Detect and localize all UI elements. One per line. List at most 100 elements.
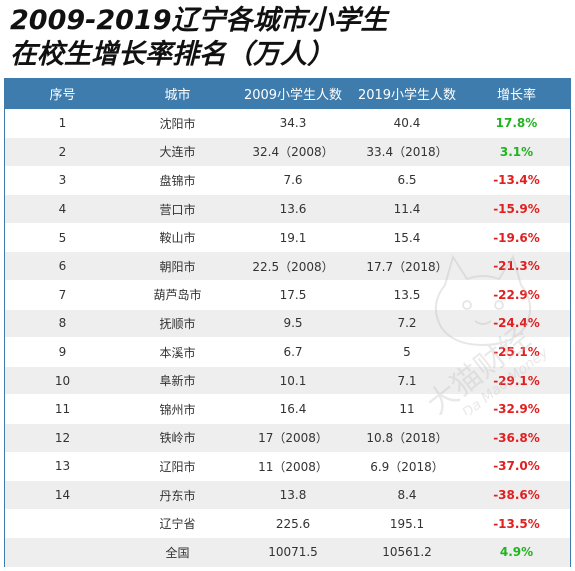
table-row: 11 锦州市 16.4 11 -32.9% [5, 394, 570, 424]
table-row: 1 沈阳市 34.3 40.4 17.8% [5, 108, 570, 138]
table-row: 辽宁省 225.6 195.1 -13.5% [5, 508, 570, 538]
cell-2009-count: 225.6 [235, 508, 351, 538]
cell-2019-count: 40.4 [351, 108, 463, 138]
cell-growth-rate: -37.0% [463, 451, 570, 481]
cell-2019-count: 10.8（2018） [351, 423, 463, 453]
cell-2009-count: 6.7 [235, 337, 351, 367]
cell-growth-rate: -22.9% [463, 280, 570, 310]
cell-rank: 3 [5, 165, 120, 195]
cell-growth-rate: 3.1% [463, 137, 570, 167]
table-row: 全国 10071.5 10561.2 4.9% [5, 537, 570, 567]
ranking-table: 序号 城市 2009小学生人数 2019小学生人数 增长率 1 沈阳市 34.3 40… [5, 79, 570, 567]
title-line-1: 2009-2019辽宁各城市小学生 [10, 5, 388, 36]
header-2009: 2009小学生人数 [243, 88, 343, 104]
cell-2019-count: 8.4 [351, 480, 463, 510]
cell-growth-rate: -25.1% [463, 337, 570, 367]
cell-2009-count: 13.6 [235, 194, 351, 224]
cell-rank: 7 [5, 280, 120, 310]
cell-2009-count: 11（2008） [235, 451, 351, 481]
table-header-row: 序号 城市 2009小学生人数 2019小学生人数 增长率 [5, 79, 570, 109]
page-title: 2009-2019辽宁各城市小学生 在校生增长率排名（万人） [10, 4, 570, 72]
cell-growth-rate: -38.6% [463, 480, 570, 510]
cell-rank [5, 537, 120, 567]
table-body: 1 沈阳市 34.3 40.4 17.8% 2 大连市 32.4（2008） 33.4（2018… [5, 108, 570, 567]
cell-2019-count: 195.1 [351, 508, 463, 538]
cell-growth-rate: -29.1% [463, 365, 570, 395]
cell-rank: 1 [5, 108, 120, 138]
cell-2019-count: 6.5 [351, 165, 463, 195]
cell-city: 大连市 [120, 137, 235, 167]
cell-growth-rate: -24.4% [463, 308, 570, 338]
cell-rank: 10 [5, 365, 120, 395]
cell-2019-count: 7.1 [351, 365, 463, 395]
cell-growth-rate: 17.8% [463, 108, 570, 138]
cell-2019-count: 6.9（2018） [351, 451, 463, 481]
cell-rank: 4 [5, 194, 120, 224]
cell-2009-count: 32.4（2008） [235, 137, 351, 167]
table-row: 10 阜新市 10.1 7.1 -29.1% [5, 365, 570, 395]
cell-city: 辽宁省 [120, 508, 235, 538]
cell-2019-count: 5 [351, 337, 463, 367]
table-row: 3 盘锦市 7.6 6.5 -13.4% [5, 165, 570, 195]
cell-2009-count: 34.3 [235, 108, 351, 138]
table-row: 6 朝阳市 22.5（2008） 17.7（2018） -21.3% [5, 251, 570, 281]
cell-growth-rate: -32.9% [463, 394, 570, 424]
cell-growth-rate: 4.9% [463, 537, 570, 567]
cell-2009-count: 17.5 [235, 280, 351, 310]
cell-2019-count: 11.4 [351, 194, 463, 224]
cell-growth-rate: -13.5% [463, 508, 570, 538]
cell-city: 铁岭市 [120, 423, 235, 453]
cell-rank [5, 508, 120, 538]
cell-2019-count: 7.2 [351, 308, 463, 338]
cell-rank: 13 [5, 451, 120, 481]
table-row: 14 丹东市 13.8 8.4 -38.6% [5, 480, 570, 510]
cell-city: 沈阳市 [120, 108, 235, 138]
table-row: 12 铁岭市 17（2008） 10.8（2018） -36.8% [5, 423, 570, 453]
cell-2009-count: 10.1 [235, 365, 351, 395]
cell-rank: 2 [5, 137, 120, 167]
cell-2009-count: 13.8 [235, 480, 351, 510]
cell-2019-count: 11 [351, 394, 463, 424]
cell-growth-rate: -21.3% [463, 251, 570, 281]
table-row: 4 营口市 13.6 11.4 -15.9% [5, 194, 570, 224]
cell-2009-count: 19.1 [235, 222, 351, 252]
cell-city: 盘锦市 [120, 165, 235, 195]
cell-2019-count: 17.7（2018） [351, 251, 463, 281]
cell-rank: 11 [5, 394, 120, 424]
cell-city: 营口市 [120, 194, 235, 224]
header-city: 城市 [164, 88, 191, 104]
cell-growth-rate: -13.4% [463, 165, 570, 195]
cell-city: 朝阳市 [120, 251, 235, 281]
cell-2019-count: 10561.2 [351, 537, 463, 567]
cell-city: 葫芦岛市 [120, 280, 235, 310]
cell-2009-count: 10071.5 [235, 537, 351, 567]
cell-2019-count: 15.4 [351, 222, 463, 252]
title-line-2: 在校生增长率排名（万人） [10, 39, 334, 70]
cell-2019-count: 33.4（2018） [351, 137, 463, 167]
cell-rank: 6 [5, 251, 120, 281]
cell-city: 丹东市 [120, 480, 235, 510]
table-row: 7 葫芦岛市 17.5 13.5 -22.9% [5, 280, 570, 310]
cell-city: 辽阳市 [120, 451, 235, 481]
cell-growth-rate: -36.8% [463, 423, 570, 453]
table-row: 2 大连市 32.4（2008） 33.4（2018） 3.1% [5, 137, 570, 167]
cell-2009-count: 17（2008） [235, 423, 351, 453]
table-row: 8 抚顺市 9.5 7.2 -24.4% [5, 308, 570, 338]
cell-rank: 5 [5, 222, 120, 252]
header-2019: 2019小学生人数 [357, 88, 457, 104]
cell-city: 抚顺市 [120, 308, 235, 338]
table-row: 5 鞍山市 19.1 15.4 -19.6% [5, 222, 570, 252]
cell-rank: 14 [5, 480, 120, 510]
cell-city: 全国 [120, 537, 235, 567]
cell-2009-count: 7.6 [235, 165, 351, 195]
cell-rank: 9 [5, 337, 120, 367]
table-row: 9 本溪市 6.7 5 -25.1% [5, 337, 570, 367]
cell-rank: 8 [5, 308, 120, 338]
cell-growth-rate: -19.6% [463, 222, 570, 252]
cell-2019-count: 13.5 [351, 280, 463, 310]
cell-city: 鞍山市 [120, 222, 235, 252]
table-row: 13 辽阳市 11（2008） 6.9（2018） -37.0% [5, 451, 570, 481]
header-growth-rate: 增长率 [496, 88, 536, 104]
cell-city: 锦州市 [120, 394, 235, 424]
cell-2009-count: 16.4 [235, 394, 351, 424]
